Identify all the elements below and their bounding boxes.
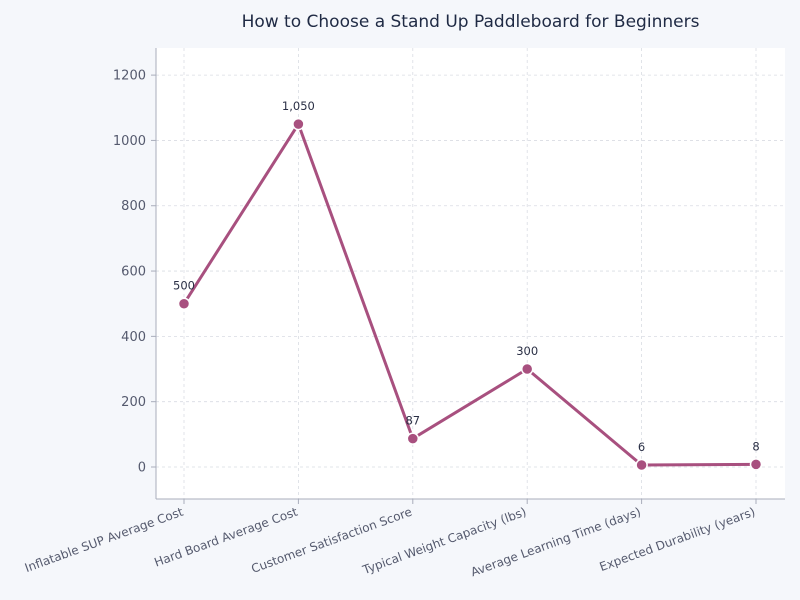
- y-tick-label: 800: [121, 199, 146, 214]
- y-tick-label: 400: [121, 330, 146, 345]
- data-label: 87: [405, 414, 420, 428]
- y-tick-label: 200: [121, 395, 146, 410]
- data-point-marker: [406, 432, 420, 445]
- y-tick-label: 0: [138, 460, 146, 475]
- data-label: 300: [516, 344, 538, 358]
- axes: [155, 48, 785, 500]
- data-point-marker: [520, 362, 534, 376]
- series-line: [182, 122, 757, 467]
- data-label: 500: [173, 279, 195, 293]
- data-point-marker: [635, 458, 648, 472]
- data-label: 8: [752, 439, 759, 453]
- data-point-marker: [749, 458, 763, 471]
- y-tick-label: 1200: [113, 69, 146, 84]
- grid-lines: [156, 48, 785, 499]
- data-label: 6: [638, 440, 645, 454]
- y-axis-ticks: 0 200 400 600 800 1000 1200: [113, 69, 156, 475]
- data-label: 1,050: [282, 99, 315, 113]
- y-tick-label: 1000: [113, 134, 146, 149]
- data-point-marker: [177, 297, 191, 310]
- chart-title: How to Choose a Stand Up Paddleboard for…: [241, 12, 700, 32]
- data-point-marker: [292, 117, 305, 131]
- y-tick-label: 600: [121, 265, 146, 280]
- plot-area: [156, 48, 785, 499]
- data-series: 500 1,050 87 300 6 8: [173, 99, 763, 472]
